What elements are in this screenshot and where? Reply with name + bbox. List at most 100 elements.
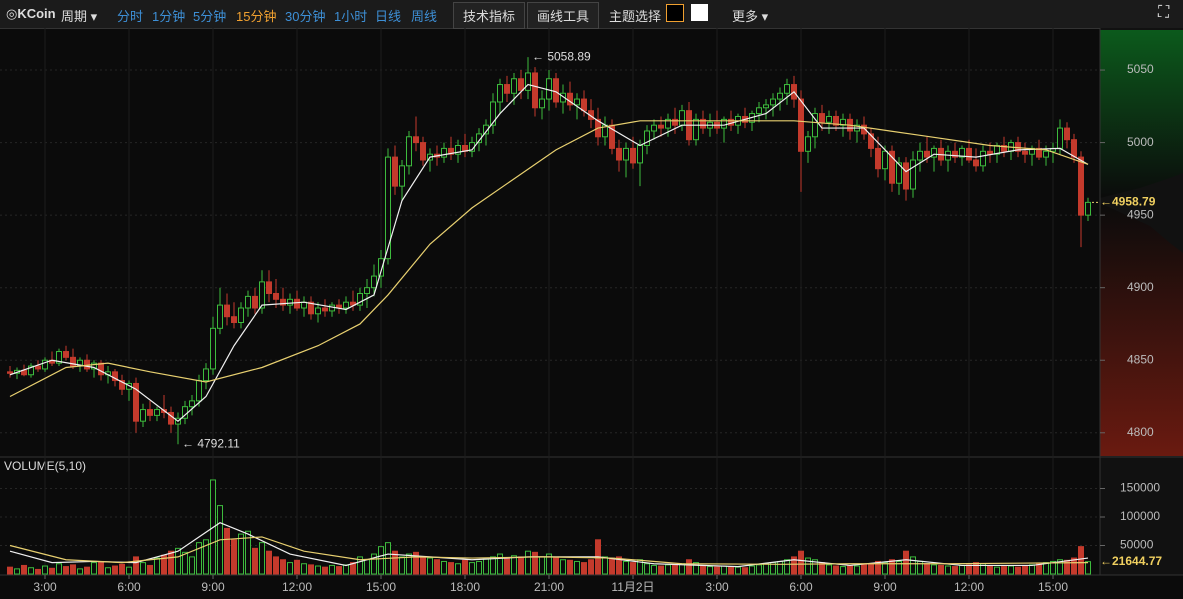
volume-bar [462,559,468,575]
chart: VOLUME(5,10) 480048504900495050005050500… [0,28,1183,594]
interval[interactable]: 1小时 [334,9,368,24]
more-label: 更多 [732,9,759,24]
volume-bar [833,565,839,575]
candle-body [245,295,251,309]
volume-bar [1085,561,1091,575]
interval[interactable]: 周线 [411,9,438,24]
candle-body [784,84,790,94]
candle-body [490,101,496,126]
volume-bar [826,564,832,575]
volume-bar [644,563,650,575]
volume-bar [777,560,783,575]
candle-body [777,92,783,100]
candle-body [798,98,804,152]
theme-light[interactable] [691,4,708,21]
volume-bar [98,560,104,575]
interval[interactable]: 30分钟 [285,9,326,24]
volume-bar [588,559,594,575]
volume-bar [504,557,510,575]
candle-body [812,113,818,138]
candle-body [1036,147,1042,158]
theme-label: 主题选择 [609,9,662,24]
candle-body [147,409,153,416]
candle-body [322,307,328,312]
logo: ◎KCoin [6,6,56,22]
volume-bar [441,560,447,575]
candle-body [504,84,510,94]
volume-bar [245,530,251,575]
volume-bar [413,551,419,575]
candle-body [1064,127,1070,141]
logo-text: KCoin [17,6,56,21]
volume-bar [861,564,867,575]
volume-bar [273,556,279,575]
volume-bar [56,563,62,575]
fullscreen-icon[interactable]: ⛶ [1158,4,1170,21]
candle-body [861,124,867,135]
volume-bar [966,564,972,575]
volume-bar [728,566,734,575]
volume-bar [896,560,902,575]
candle-body [910,159,916,190]
volume-bar [196,542,202,575]
volume-bar [882,562,888,575]
candle-body [189,400,195,408]
volume-bar [581,562,587,575]
volume-bar [259,542,265,575]
volume-bar [308,564,314,575]
volume-bar [336,566,342,575]
candle-body [259,281,265,309]
x-tick-label: 9:00 [201,580,225,594]
candle-body [42,359,48,370]
volume-bar [35,568,41,575]
candle-body [665,118,671,129]
interval[interactable]: 日线 [375,9,402,24]
volume-bar [518,556,524,575]
volume-bar [301,563,307,575]
candle-body [959,147,965,158]
candle-body [350,301,356,306]
x-tick-label: 15:00 [1038,580,1068,594]
more-menu[interactable]: 更多 ▾ [732,9,769,24]
tool-button[interactable]: 技术指标 [453,2,526,29]
volume-bar [77,568,83,575]
candle-body [700,118,706,129]
volume-bar [756,564,762,575]
candle-body [532,72,538,109]
volume-bar [434,559,440,575]
candle-body [28,365,34,376]
volume-bar [329,564,335,575]
theme-dark[interactable] [666,4,684,22]
candle-body [987,150,993,155]
volume-bar [840,566,846,575]
candle-body [119,380,125,390]
period-menu[interactable]: 周期 ▾ [61,9,98,24]
logo-icon: ◎ [6,6,18,21]
volume-bar [476,560,482,575]
interval[interactable]: 分时 [117,9,144,24]
volume-bar [700,565,706,575]
candle-body [287,298,293,306]
candle-body [931,147,937,158]
y-tick-label: 4800 [1127,425,1154,439]
volume-bar [553,557,559,575]
candle-body [1085,201,1091,216]
x-tick-label: 18:00 [450,580,480,594]
interval[interactable]: 5分钟 [193,9,227,24]
candle-body [966,147,972,161]
candle-body [217,304,223,329]
volume-bar [7,566,13,575]
interval[interactable]: 15分钟 [236,9,277,24]
volume-bar [539,556,545,575]
volume-bar [868,563,874,575]
volume-bar [574,560,580,575]
volume-bar [448,562,454,575]
candle-body [448,147,454,155]
candle-body [616,147,622,161]
tool-button[interactable]: 画线工具 [527,2,600,29]
volume-bar [623,560,629,575]
y-tick-label: 4950 [1127,207,1154,221]
interval[interactable]: 1分钟 [152,9,186,24]
volume-bar [189,556,195,575]
candle-body [518,78,524,91]
